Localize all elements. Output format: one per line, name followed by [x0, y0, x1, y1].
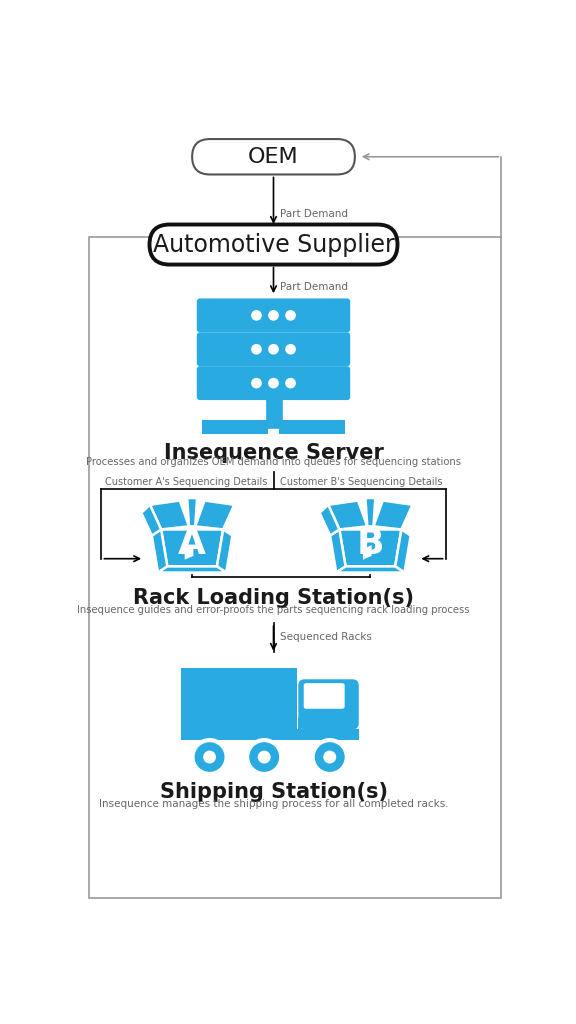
Polygon shape	[330, 529, 346, 572]
Circle shape	[252, 379, 261, 388]
Circle shape	[257, 751, 271, 764]
Text: Insequence guides and error-proofs the parts sequencing rack loading process: Insequence guides and error-proofs the p…	[77, 604, 470, 614]
Polygon shape	[395, 529, 411, 572]
Polygon shape	[141, 505, 161, 536]
FancyBboxPatch shape	[298, 679, 359, 729]
FancyBboxPatch shape	[150, 224, 397, 264]
Bar	[180, 729, 359, 740]
Polygon shape	[161, 529, 223, 566]
Circle shape	[252, 310, 261, 319]
Text: Processes and organizes OEM demand into queues for sequencing stations: Processes and organizes OEM demand into …	[86, 457, 461, 467]
Bar	[298, 718, 301, 729]
Polygon shape	[363, 545, 372, 560]
Text: OEM: OEM	[248, 146, 299, 167]
Circle shape	[323, 751, 336, 764]
Text: Insequence Server: Insequence Server	[164, 443, 384, 463]
Polygon shape	[195, 501, 234, 529]
Circle shape	[286, 379, 295, 388]
Bar	[202, 420, 268, 434]
Circle shape	[269, 379, 278, 388]
FancyBboxPatch shape	[197, 298, 350, 333]
Text: Part Demand: Part Demand	[280, 209, 348, 219]
Polygon shape	[339, 529, 401, 566]
Text: B: B	[357, 526, 384, 560]
Polygon shape	[150, 501, 189, 529]
Polygon shape	[187, 498, 197, 526]
Circle shape	[252, 345, 261, 354]
FancyBboxPatch shape	[197, 333, 350, 367]
Polygon shape	[152, 529, 167, 572]
Text: Insequence manages the shipping process for all completed racks.: Insequence manages the shipping process …	[98, 799, 448, 809]
FancyBboxPatch shape	[304, 683, 344, 709]
Circle shape	[269, 310, 278, 319]
Polygon shape	[320, 505, 339, 536]
Circle shape	[313, 740, 347, 774]
Text: Automotive Supplier: Automotive Supplier	[153, 232, 395, 257]
Circle shape	[203, 751, 216, 764]
Text: Sequenced Racks: Sequenced Racks	[280, 632, 372, 642]
Bar	[279, 420, 345, 434]
Text: Customer A's Sequencing Details: Customer A's Sequencing Details	[105, 477, 267, 487]
Bar	[180, 668, 297, 729]
Bar	[89, 237, 501, 897]
Text: A: A	[178, 526, 206, 560]
Circle shape	[286, 310, 295, 319]
Polygon shape	[373, 501, 412, 529]
Polygon shape	[365, 498, 376, 526]
Polygon shape	[336, 566, 404, 572]
FancyBboxPatch shape	[197, 367, 350, 400]
Circle shape	[192, 740, 226, 774]
Circle shape	[247, 740, 281, 774]
FancyBboxPatch shape	[192, 139, 355, 174]
Circle shape	[286, 345, 295, 354]
Polygon shape	[328, 501, 367, 529]
Text: Part Demand: Part Demand	[280, 282, 348, 292]
Text: Customer B's Sequencing Details: Customer B's Sequencing Details	[280, 477, 442, 487]
Polygon shape	[217, 529, 233, 572]
Polygon shape	[185, 545, 194, 560]
Text: Shipping Station(s): Shipping Station(s)	[160, 781, 388, 802]
Polygon shape	[158, 566, 226, 572]
Circle shape	[269, 345, 278, 354]
Text: Rack Loading Station(s): Rack Loading Station(s)	[133, 588, 414, 607]
